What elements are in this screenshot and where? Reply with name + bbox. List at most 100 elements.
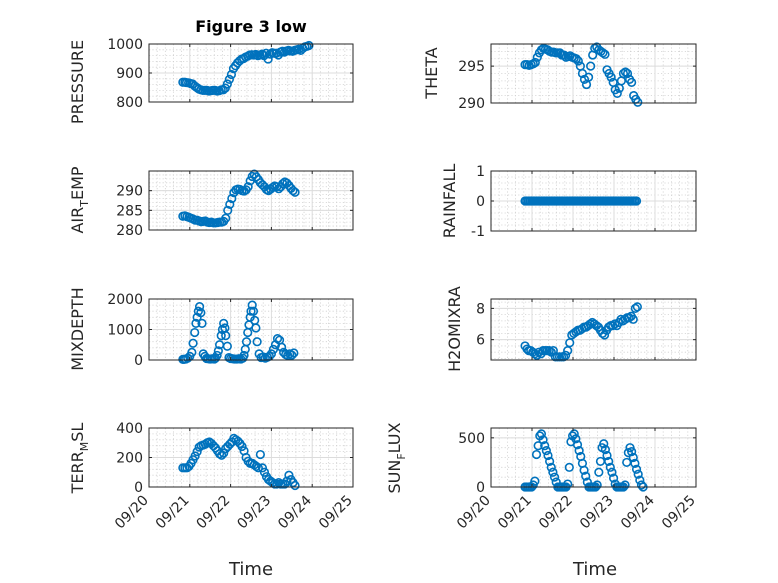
y-tick-label: 290 xyxy=(458,96,485,112)
data-point xyxy=(217,450,227,460)
data-point xyxy=(628,452,638,463)
data-point xyxy=(225,199,235,210)
y-tick-label: 290 xyxy=(116,184,143,200)
data-point xyxy=(616,314,626,324)
data-point xyxy=(600,49,610,59)
data-point xyxy=(284,470,294,480)
axes-box xyxy=(490,298,697,361)
y-tick-label: 1000 xyxy=(107,37,143,53)
data-point xyxy=(241,337,252,347)
air-temp-ylabel: AIRTEMP xyxy=(68,166,91,233)
y-tick-label: 2000 xyxy=(107,292,143,308)
data-point xyxy=(622,68,633,79)
x-tick-label: 09/22 xyxy=(194,493,234,533)
x-tick-label: 09/20 xyxy=(454,493,494,533)
data-point xyxy=(536,429,547,439)
x-tick-label: 09/23 xyxy=(234,493,274,533)
sun-flux-ylabel: SUNFLUX xyxy=(385,422,408,493)
data-point xyxy=(548,467,558,477)
data-point xyxy=(599,439,609,449)
data-point xyxy=(630,458,640,469)
left-x-axis-title: Time xyxy=(228,559,273,580)
data-point xyxy=(543,450,553,461)
y-tick-label: 1000 xyxy=(107,323,143,339)
data-point xyxy=(627,77,637,87)
figure-title: Figure 3 low xyxy=(195,17,307,36)
pressure-axes: 800 900 1000 xyxy=(107,37,354,111)
y-tick-label: 0 xyxy=(476,194,485,210)
data-point xyxy=(277,342,287,352)
data-point xyxy=(530,349,540,359)
data-point xyxy=(243,182,253,192)
y-tick-label: 0 xyxy=(134,353,143,369)
data-point xyxy=(219,448,229,458)
data-point xyxy=(624,313,634,323)
data-point xyxy=(190,451,200,461)
data-point xyxy=(636,480,647,490)
data-point xyxy=(545,456,555,467)
data-point xyxy=(530,57,540,68)
data-point xyxy=(594,467,604,477)
data-point xyxy=(541,446,551,456)
data-point xyxy=(544,346,554,356)
data-point xyxy=(288,186,298,196)
axes-box xyxy=(148,170,354,231)
data-point xyxy=(581,471,591,481)
y-tick-label: 6 xyxy=(476,333,485,349)
data-point xyxy=(540,441,550,451)
data-point xyxy=(572,440,583,450)
data-point xyxy=(290,480,300,491)
data-point xyxy=(239,350,249,361)
axes-box xyxy=(490,427,697,488)
data-point xyxy=(620,480,630,490)
data-point xyxy=(274,477,284,488)
data-point xyxy=(237,441,247,452)
data-point xyxy=(600,445,610,455)
data-point xyxy=(598,48,608,58)
data-point xyxy=(263,54,273,64)
data-point xyxy=(287,350,297,360)
air-temp-axes: 280 285 290 xyxy=(116,169,354,239)
data-point xyxy=(191,318,201,329)
data-point xyxy=(607,467,617,477)
mixdepth-ylabel: MIXDEPTH xyxy=(68,287,87,370)
data-point xyxy=(573,56,583,66)
x-tick-label: 09/20 xyxy=(112,493,152,533)
data-point xyxy=(632,302,642,312)
x-tick-label: 09/24 xyxy=(275,492,315,532)
data-point xyxy=(223,205,233,215)
data-point xyxy=(190,327,200,338)
data-point xyxy=(585,319,595,329)
data-point xyxy=(227,193,237,204)
data-point xyxy=(224,74,234,84)
data-point xyxy=(606,72,616,82)
data-point xyxy=(528,59,538,69)
rainfall-ylabel: RAINFALL xyxy=(440,164,459,239)
data-point xyxy=(194,302,205,312)
data-point xyxy=(251,323,261,333)
data-point xyxy=(628,314,638,324)
data-point xyxy=(532,52,542,62)
y-tick-label: 0 xyxy=(476,480,485,496)
y-tick-label: -1 xyxy=(471,224,485,240)
data-point xyxy=(212,350,222,361)
data-point xyxy=(530,476,540,486)
data-point xyxy=(631,196,642,206)
y-tick-label: 1 xyxy=(476,164,485,180)
data-point xyxy=(289,348,299,358)
y-tick-label: 800 xyxy=(116,95,143,111)
data-point xyxy=(252,337,262,347)
axes-box xyxy=(490,43,697,104)
data-point xyxy=(257,463,268,473)
y-tick-label: 285 xyxy=(116,203,143,219)
y-tick-label: 900 xyxy=(116,66,143,82)
data-point xyxy=(630,303,640,313)
y-tick-label: 200 xyxy=(116,451,143,467)
data-point xyxy=(633,469,643,479)
y-tick-label: 280 xyxy=(116,223,143,239)
data-point xyxy=(604,456,614,467)
data-point xyxy=(612,88,622,99)
data-point xyxy=(608,473,619,483)
data-point xyxy=(304,40,314,51)
